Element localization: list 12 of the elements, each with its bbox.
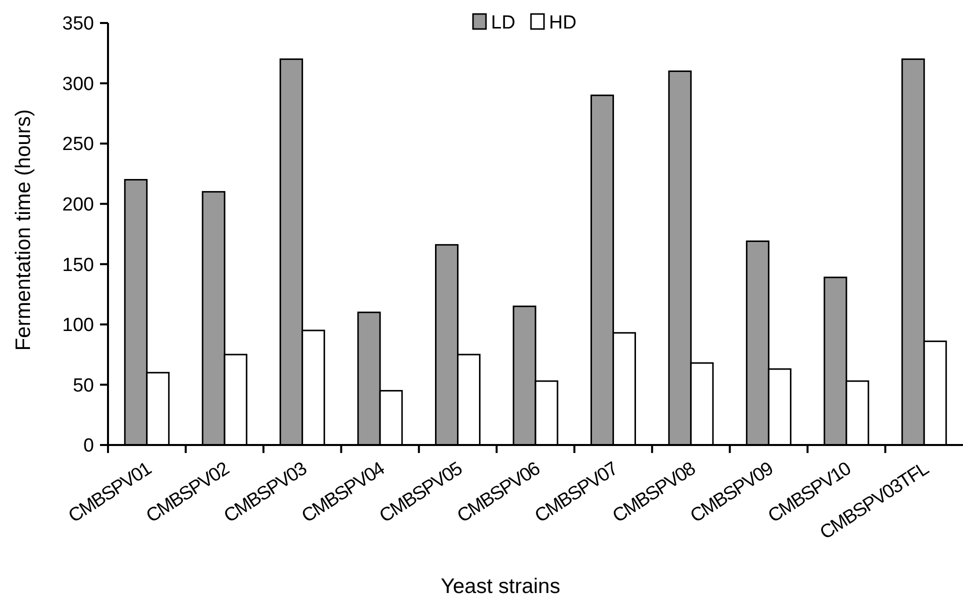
- y-tick-label: 200: [62, 194, 94, 216]
- y-tick-label: 250: [62, 134, 94, 156]
- y-axis-title: Fermentation time (hours): [12, 109, 35, 351]
- legend-label: LD: [491, 12, 516, 34]
- y-tick-label: 50: [72, 375, 94, 396]
- legend-label: HD: [549, 12, 576, 34]
- x-axis-title: Yeast strains: [440, 575, 560, 598]
- y-tick-label: 100: [62, 315, 94, 336]
- y-tick-label: 0: [83, 436, 94, 457]
- y-tick-label: 300: [62, 74, 94, 95]
- y-tick-label: 350: [62, 14, 94, 35]
- y-tick-label: 150: [62, 254, 94, 276]
